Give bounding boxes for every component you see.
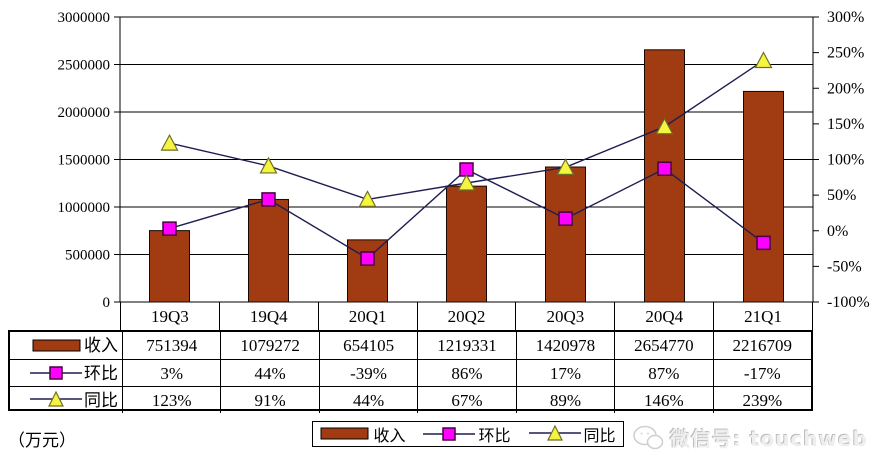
yoy-point-20Q4 xyxy=(655,117,674,135)
left-axis-tick-label: 3000000 xyxy=(58,10,111,26)
qoq-point-20Q1 xyxy=(360,251,375,266)
qoq-marker-icon xyxy=(30,366,82,380)
bar-20Q2 xyxy=(446,185,487,303)
category-label-19Q3: 19Q3 xyxy=(120,302,219,330)
bar-19Q3 xyxy=(149,230,190,303)
bar-20Q3 xyxy=(545,166,586,303)
table-cell-环比-20Q1: -39% xyxy=(318,359,418,386)
table-cell-同比-20Q1: 44% xyxy=(318,386,418,413)
legend-label: 收入 xyxy=(373,428,406,445)
row-key-同比: 同比 xyxy=(10,386,122,413)
table-cell-环比-20Q3: 17% xyxy=(515,359,615,386)
category-label-20Q3: 20Q3 xyxy=(515,302,614,330)
table-cell-收入-19Q3: 751394 xyxy=(122,332,220,359)
left-axis-tick-label: 0 xyxy=(103,295,111,310)
right-axis-tick-label: 100% xyxy=(827,152,864,169)
left-axis-tick-label: 2000000 xyxy=(58,105,111,121)
bar-21Q1 xyxy=(743,90,784,303)
right-axis-tick-label: 250% xyxy=(827,45,864,62)
table-cell-环比-20Q4: 87% xyxy=(614,359,713,386)
table-cell-环比-19Q4: 44% xyxy=(220,359,319,386)
right-axis-tick-label: -100% xyxy=(827,294,870,310)
left-axis-tick-label: 1500000 xyxy=(58,153,111,169)
legend-label: 同比 xyxy=(583,428,616,445)
table-cell-收入-19Q4: 1079272 xyxy=(220,332,318,359)
left-axis-tick-label: 2500000 xyxy=(58,58,111,74)
right-axis-tick-label: 50% xyxy=(827,187,856,204)
left-axis-tick-label: 1000000 xyxy=(58,200,111,216)
table-cell-收入-20Q4: 2654770 xyxy=(614,332,712,359)
yoy-point-19Q4 xyxy=(259,156,278,174)
row-label: 收入 xyxy=(84,336,118,355)
yoy-marker-icon xyxy=(30,391,82,407)
qoq-point-19Q3 xyxy=(162,221,177,236)
yoy-point-19Q3 xyxy=(160,133,179,151)
revenue-bar-swatch xyxy=(32,339,81,351)
qoq-point-20Q3 xyxy=(558,211,573,226)
legend-label: 环比 xyxy=(478,428,511,445)
chart-legend: 收入 环比 同比 xyxy=(312,421,624,447)
category-label-20Q4: 20Q4 xyxy=(614,302,713,330)
table-cell-收入-20Q3: 1420978 xyxy=(515,332,614,359)
table-cell-同比-21Q1: 239% xyxy=(712,386,811,413)
legend-item-环比: 环比 xyxy=(423,422,511,446)
yoy-point-20Q1 xyxy=(358,190,377,207)
left-axis-tick-label: 500000 xyxy=(65,248,110,264)
table-cell-同比-19Q3: 123% xyxy=(122,386,221,413)
right-axis-tick-label: 0% xyxy=(827,223,848,240)
table-cell-同比-20Q3: 89% xyxy=(515,386,615,413)
combo-chart-plot: 3000000 2500000 2000000 1500000 1000000 50000… xyxy=(58,9,870,310)
row-key-环比: 环比 xyxy=(10,359,122,386)
table-cell-环比-19Q3: 3% xyxy=(122,359,221,386)
category-label-21Q1: 21Q1 xyxy=(713,302,812,330)
table-cell-环比-21Q1: -17% xyxy=(712,359,811,386)
table-cell-环比-20Q2: 86% xyxy=(417,359,516,386)
table-cell-收入-20Q1: 654105 xyxy=(318,332,417,359)
wechat-logo-icon xyxy=(633,425,664,449)
category-label-19Q4: 19Q4 xyxy=(218,302,318,330)
bar-19Q4 xyxy=(248,198,289,303)
table-cell-同比-20Q4: 146% xyxy=(614,386,713,413)
watermark: 微信号: touchweb xyxy=(632,423,868,452)
watermark-text: 微信号: touchweb xyxy=(670,427,868,451)
right-axis-tick-label: 300% xyxy=(827,9,864,26)
qoq-point-21Q1 xyxy=(756,235,771,251)
legend-item-收入: 收入 xyxy=(320,422,405,446)
qoq-point-19Q4 xyxy=(261,192,276,207)
category-label-20Q2: 20Q2 xyxy=(416,302,516,330)
row-label: 同比 xyxy=(84,390,118,410)
table-category-row: 19Q3 19Q4 20Q1 20Q2 20Q3 20Q4 21Q1 xyxy=(120,302,813,330)
yoy-point-21Q1 xyxy=(754,51,773,69)
row-label: 环比 xyxy=(84,363,118,383)
right-axis-tick-label: 200% xyxy=(827,80,864,97)
yoy-point-20Q3 xyxy=(556,158,575,175)
yoy-marker-icon xyxy=(528,425,581,441)
legend-item-同比: 同比 xyxy=(528,422,616,446)
row-key-收入: 收入 xyxy=(10,332,122,359)
table-cell-收入-20Q2: 1219331 xyxy=(417,332,515,359)
axis-unit-label: （万元） xyxy=(8,431,76,450)
bar-20Q1 xyxy=(347,239,388,303)
yoy-point-20Q2 xyxy=(457,173,476,191)
qoq-point-20Q4 xyxy=(657,161,672,177)
right-axis-tick-label: 150% xyxy=(827,116,864,133)
qoq-marker-icon xyxy=(423,427,476,441)
right-axis-tick-label: -50% xyxy=(827,258,862,275)
table-cell-同比-20Q2: 67% xyxy=(417,386,516,413)
table-cell-同比-19Q4: 91% xyxy=(220,386,319,413)
category-label-20Q1: 20Q1 xyxy=(317,302,417,330)
table-cell-收入-21Q1: 2216709 xyxy=(712,332,811,359)
data-table: 收入 751394 1079272 654105 1219331 1420978 26547… xyxy=(8,330,813,413)
revenue-bar-swatch xyxy=(320,427,369,440)
